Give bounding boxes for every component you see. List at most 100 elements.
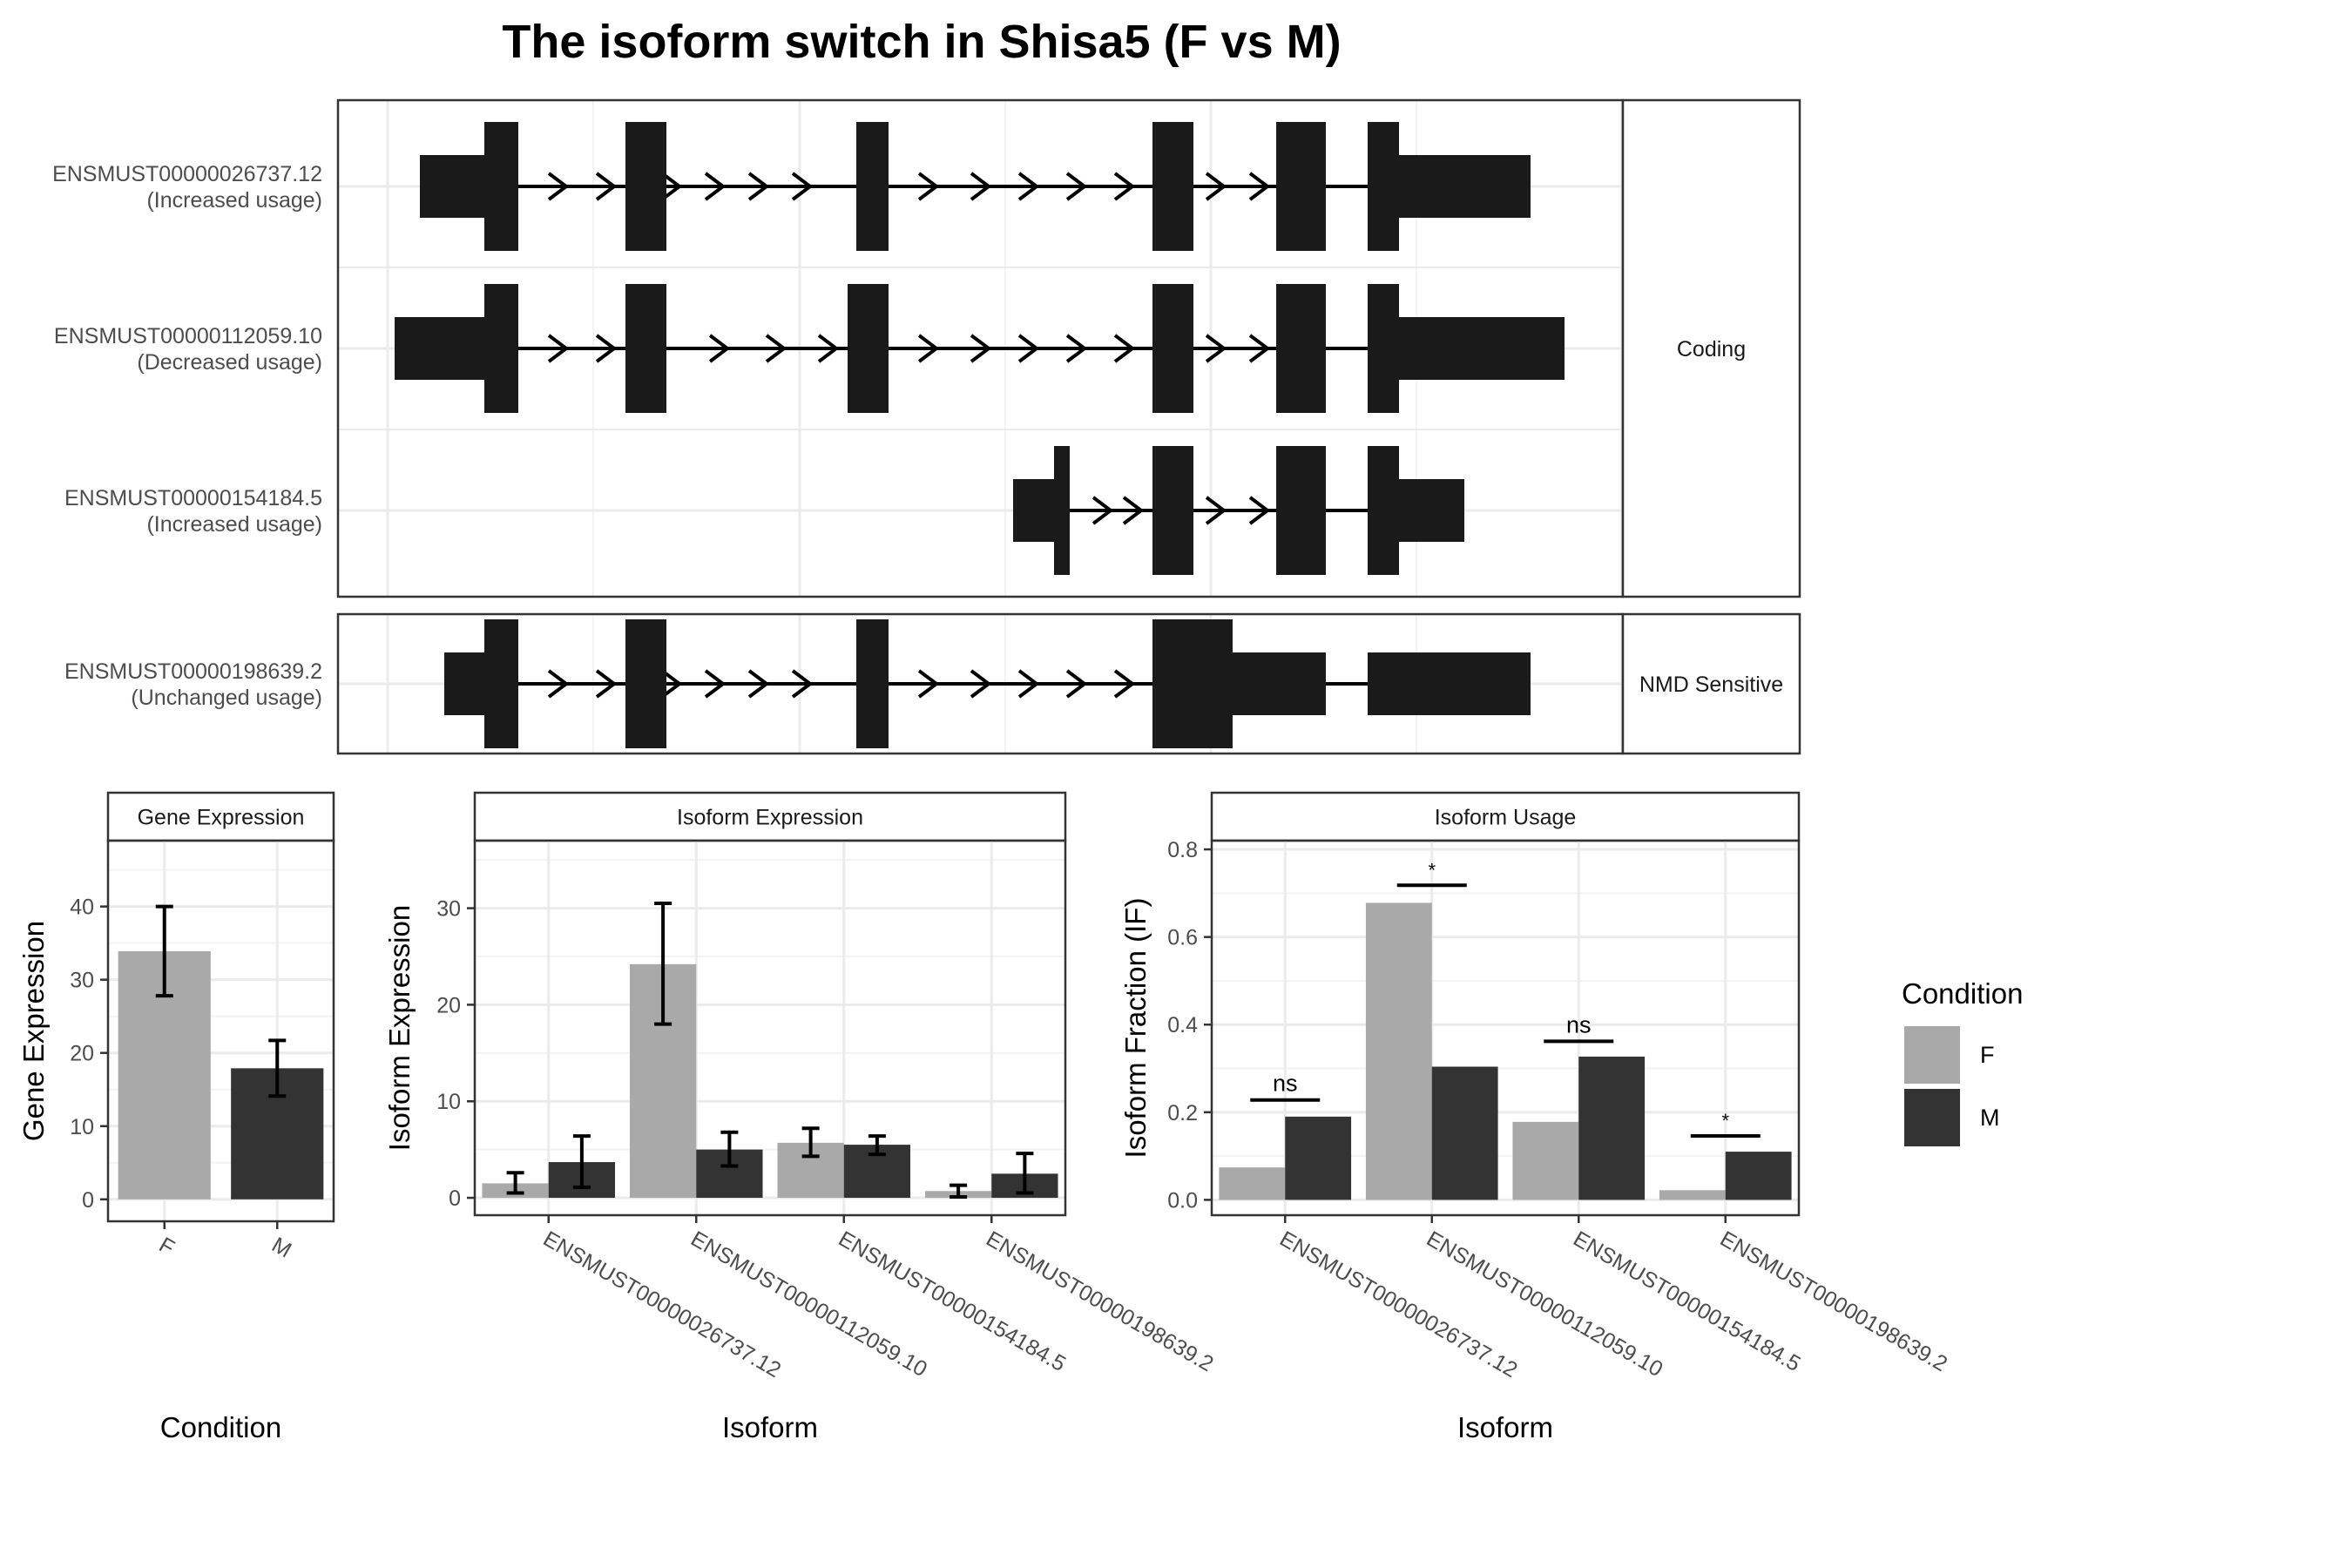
direction-arrow [660,669,683,699]
direction-arrow [1248,334,1271,363]
direction-arrow [765,334,787,363]
direction-arrow [595,334,618,363]
chart-strip [1210,791,1801,842]
direction-arrow [747,669,770,699]
direction-arrow [1113,669,1136,699]
direction-arrow [1248,496,1271,525]
chart-strip [106,791,335,842]
x-tick-label: ENSMUST00000198639.2 [1716,1227,1951,1376]
direction-arrow [1122,496,1145,525]
legend-label: M [1980,1105,2000,1131]
bar [1431,1066,1498,1200]
direction-arrow [708,334,731,363]
transcript-usage-label: (Increased usage) [146,188,322,213]
utr-exon [395,317,484,380]
figure-title: The isoform switch in Shisa5 (F vs M) [502,16,1341,68]
y-tick-label: 10 [70,1115,94,1139]
y-tick-label: 0 [82,1188,94,1213]
direction-arrow [791,669,814,699]
y-tick-label: 30 [436,897,461,922]
y-tick-label: 20 [70,1042,94,1066]
direction-arrow [595,669,618,699]
utr-exon [1233,652,1326,715]
legend: Condition F M [1902,977,2023,1146]
utr-exon [420,155,484,218]
y-tick-label: 0.4 [1167,1013,1198,1037]
bar [1219,1167,1286,1200]
x-tick-label: ENSMUST00000112059.10 [1423,1227,1667,1382]
coding-exon [1152,446,1193,575]
transcript-id-label: ENSMUST00000026737.12 [52,162,322,186]
direction-arrow [547,334,570,363]
y-tick-label: 0.0 [1167,1188,1198,1213]
direction-arrow [1017,669,1040,699]
x-tick-label: ENSMUST00000026737.12 [539,1227,785,1382]
direction-arrow [704,172,727,201]
coding-exon [625,122,666,251]
bar [1659,1190,1726,1200]
direction-arrow [917,172,940,201]
direction-arrow [1248,172,1271,201]
direction-arrow [970,669,992,699]
strip-label: NMD Sensitive [1639,672,1783,697]
strip-box [1621,612,1801,755]
direction-arrow [595,172,618,201]
coding-exon [1276,284,1326,413]
significance-label: * [1428,859,1436,881]
x-tick-label: ENSMUST00000198639.2 [982,1227,1217,1376]
coding-exon [1368,122,1399,251]
direction-arrow [791,172,814,201]
coding-exon [484,619,518,748]
bar [1512,1121,1579,1200]
coding-exon [848,284,889,413]
direction-arrow [1092,496,1114,525]
transcript-id-label: ENSMUST00000112059.10 [54,324,322,348]
x-tick-label: M [267,1233,295,1263]
direction-arrow [1113,334,1136,363]
direction-arrow [1113,172,1136,201]
chart-panel-border [106,839,335,1223]
x-tick-label: ENSMUST00000026737.12 [1275,1227,1521,1382]
chart-strip-label: Gene Expression [138,806,305,830]
chart-panel-border [473,839,1067,1217]
coding-exon [1054,446,1070,575]
legend-label: F [1980,1042,1995,1068]
utr-exon [1399,479,1464,542]
direction-arrow [1017,172,1040,201]
utr-exon [1399,155,1531,218]
significance-label: * [1721,1110,1729,1132]
direction-arrow [970,334,992,363]
legend-key [1904,1089,1960,1146]
coding-exon [1368,446,1399,575]
direction-arrow [1065,172,1088,201]
coding-exon [1276,446,1326,575]
direction-arrow [747,172,770,201]
direction-arrow [1065,334,1088,363]
y-axis-title: Isoform Expression [383,905,416,1151]
x-axis-title: Isoform [722,1411,818,1443]
legend-title: Condition [1902,977,2023,1010]
x-tick-label: ENSMUST00000112059.10 [686,1227,931,1382]
direction-arrow [970,172,992,201]
coding-exon [1152,619,1233,748]
strip-label: Coding [1677,337,1746,362]
bar-chart-panels: Gene Expression 0 10 20 30 40 F M Condition Gene … [17,791,1951,1443]
y-tick-label: 10 [436,1090,461,1114]
utr-exon [1013,479,1054,542]
legend-key [1904,1026,1960,1084]
coding-exon [856,619,889,748]
y-tick-label: 40 [70,896,94,920]
strip-box [1621,98,1801,598]
direction-arrow [547,669,570,699]
chart-panel-border [1210,839,1801,1217]
utr-exon [444,652,484,715]
direction-arrow [1205,334,1227,363]
coding-exon [1152,284,1193,413]
coding-exon [484,122,518,251]
y-tick-label: 20 [436,993,461,1017]
direction-arrow [1205,172,1227,201]
chart-strip-label: Isoform Expression [677,806,863,830]
y-tick-label: 0 [449,1186,461,1211]
y-axis-title: Gene Expression [17,921,50,1141]
